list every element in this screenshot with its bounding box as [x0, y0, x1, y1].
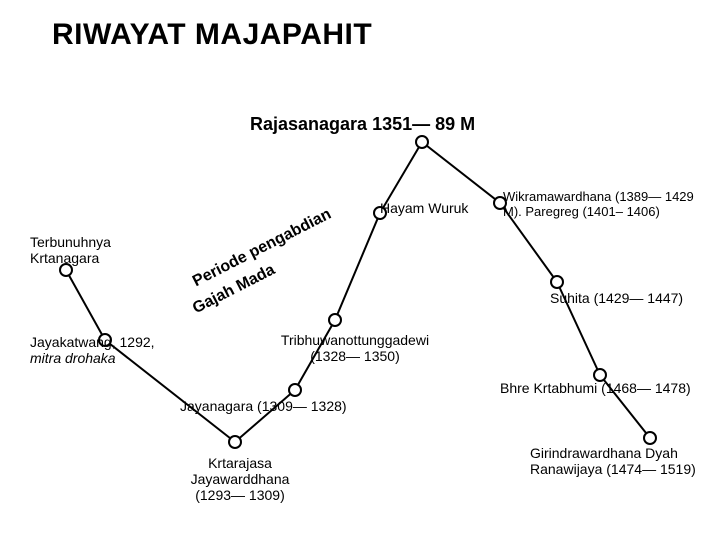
label-jayanagara: Jayanagara (1309— 1328) — [180, 398, 347, 414]
label-tribhuwan: Tribhuwanottunggadewi (1328— 1350) — [245, 332, 465, 364]
node-suhita — [551, 276, 563, 288]
label-krtarajasa: Krtarajasa Jayawarddhana (1293— 1309) — [160, 455, 320, 503]
node-rajasa — [416, 136, 428, 148]
node-tribhu — [329, 314, 341, 326]
label-hayam: Hayam Wuruk — [380, 200, 468, 216]
node-girindra — [644, 432, 656, 444]
label-terbunuhnya: Terbunuhnya Krtanagara — [30, 234, 111, 266]
node-krtaraj — [229, 436, 241, 448]
page-title: RIWAYAT MAJAPAHIT — [52, 18, 372, 52]
label-girindra: Girindrawardhana Dyah Ranawijaya (1474— … — [530, 445, 696, 477]
node-jayanag — [289, 384, 301, 396]
label-bhre: Bhre Krtabhumi (1468— 1478) — [500, 380, 691, 396]
label-jayakatwang: Jayakatwang, 1292, mitra drohaka — [30, 334, 155, 366]
label-wikrama: Wikramawardhana (1389— 1429 M). Paregreg… — [503, 190, 694, 220]
label-suhita: Suhita (1429— 1447) — [550, 290, 683, 306]
subtitle-rajasanagara: Rajasanagara 1351— 89 M — [250, 114, 475, 135]
